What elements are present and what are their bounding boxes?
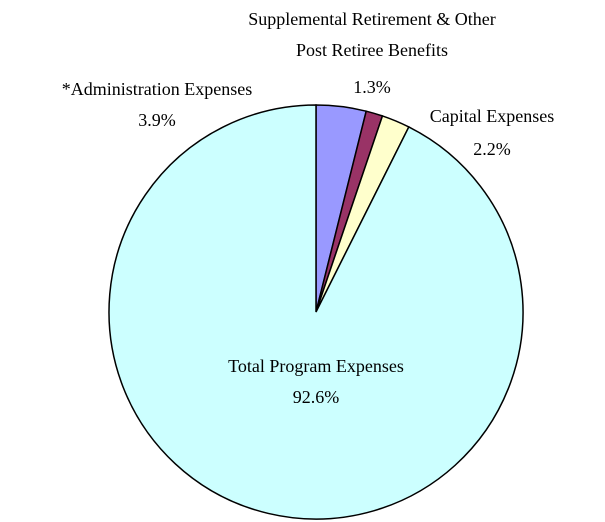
slice-label: Capital Expenses 2.2%: [392, 101, 592, 165]
category-label: Total Program Expenses: [228, 356, 404, 376]
value-label: 92.6%: [292, 387, 340, 407]
value-label: 1.3%: [353, 77, 391, 97]
slice-label: Supplemental Retirement & Other Post Ret…: [241, 4, 503, 103]
category-label: *Administration Expenses: [61, 79, 253, 99]
slice-label: Total Program Expenses 92.6%: [166, 351, 466, 413]
value-label: 3.9%: [138, 110, 176, 130]
slice-label: *Administration Expenses 3.9%: [7, 74, 307, 136]
pie-slice: [108, 104, 524, 520]
category-label: Capital Expenses: [429, 106, 555, 126]
value-label: 2.2%: [473, 139, 511, 159]
category-label: Supplemental Retirement & Other Post Ret…: [248, 9, 496, 60]
